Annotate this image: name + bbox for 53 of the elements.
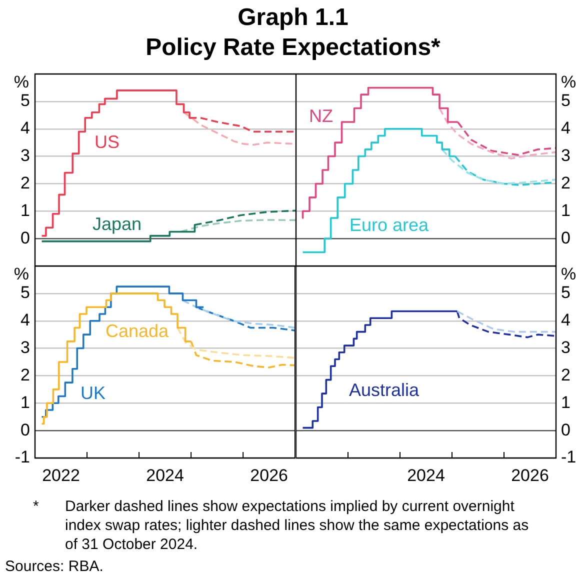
y-tick-label: 4 [561,118,570,138]
y-tick-label: 5 [561,283,570,302]
series-label: UK [80,382,106,403]
series-label: NZ [309,106,333,126]
y-tick-label: 3 [561,338,570,357]
y-tick-label: 5 [20,91,30,110]
y-tick-label: 5 [20,283,30,302]
y-axis-title: % [14,264,29,284]
y-tick-label: 0 [20,228,30,248]
y-tick-label: 1 [20,200,30,220]
text: Darker dashed lines show expectations implied by current overnight index swap rates; lighter dashed lines show the same expectations as of 31 October 2024. [65,497,530,554]
y-tick-label: 2 [20,365,30,384]
x-tick-label: 2024 [407,466,445,485]
y-axis-title: % [561,264,576,284]
x-tick-label: 2026 [250,466,288,485]
line-series [176,326,296,359]
line-series [182,299,296,329]
x-tick-label: 2022 [42,466,80,485]
y-tick-label: 2 [561,173,570,192]
series-label: Canada [105,320,170,341]
y-tick-label: 4 [561,310,570,330]
y-tick-label: 3 [561,146,570,165]
text: * [33,497,39,516]
y-axis-title: % [14,72,29,92]
y-tick-label: 4 [20,118,30,138]
y-tick-label: 0 [20,420,30,440]
x-tick-label: 2026 [511,466,549,485]
y-tick-label: 5 [561,91,570,110]
series-label: Japan [92,214,142,234]
x-tick-label: 2024 [146,466,184,485]
series-label: US [94,132,120,152]
y-tick-label: 0 [561,228,570,248]
y-tick-label: 1 [20,392,30,412]
line-series [438,107,556,160]
line-series [441,148,556,185]
y-tick-label: 2 [20,173,30,192]
y-tick-label: -1 [561,448,576,467]
y-tick-label: 3 [20,338,30,357]
y-tick-label: 2 [561,365,570,384]
y-tick-label: 1 [561,392,570,412]
y-tick-label: 4 [20,310,30,330]
series-label: Australia [348,380,420,400]
series-label: Euro area [349,214,430,235]
y-axis-title: % [561,72,576,92]
y-tick-label: 1 [561,200,570,220]
y-tick-label: -1 [14,448,30,467]
source-note: Sources: RBA. [5,558,104,575]
chart-title: Graph 1.1 [236,3,350,33]
chart-subtitle: Policy Rate Expectations* [144,33,442,63]
y-tick-label: 3 [20,146,30,165]
line-series [456,310,556,333]
y-tick-label: 0 [561,420,570,440]
line-series [180,219,296,233]
